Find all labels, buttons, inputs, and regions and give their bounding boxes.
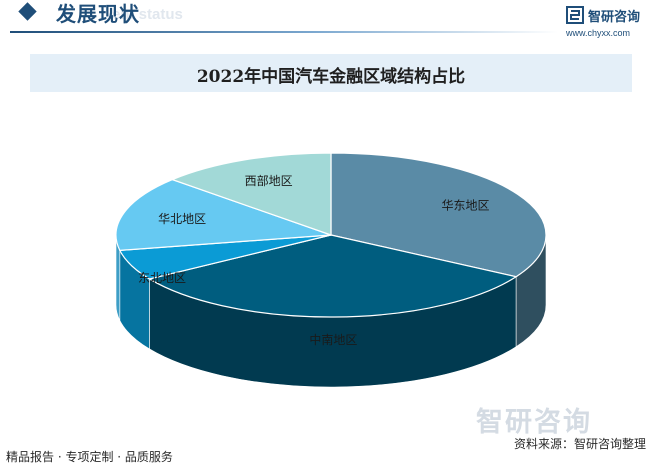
footer-tagline: 精品报告 · 专项定制 · 品质服务	[6, 450, 173, 464]
source-note: 资料来源：智研咨询整理	[514, 437, 647, 451]
pie-sides	[115, 234, 547, 388]
brand-logo: 智研咨询 www.chyxx.com	[566, 4, 656, 40]
pie-label-5: 西部地区	[245, 173, 293, 188]
pie-label-3: 东北地区	[138, 271, 186, 285]
pie-top	[115, 152, 547, 318]
logo-url: www.chyxx.com	[566, 28, 631, 38]
header-ghost-text: ent status	[112, 6, 183, 23]
section-title: 发展现状	[56, 2, 140, 26]
chart-title: 2022年中国汽车金融区域结构占比	[196, 67, 466, 87]
watermark-logo-text: 智研咨询	[476, 407, 592, 438]
pie-label-2: 中南地区	[309, 332, 357, 347]
pie-label-1: 华东地区	[441, 199, 489, 213]
pie-slice-5	[170, 152, 332, 236]
pie-slice-1	[330, 152, 547, 278]
header-divider	[10, 31, 558, 33]
pie-slice-4	[115, 178, 332, 251]
header: ent status 发展现状 智研咨询 www.chyxx.com	[0, 0, 661, 42]
logo-name: 智研咨询	[588, 10, 641, 25]
pie-slice-2	[147, 234, 518, 318]
logo-mark-icon	[566, 6, 584, 24]
chart-title-bar: 2022年中国汽车金融区域结构占比	[30, 54, 632, 92]
pie-label-4: 华北地区	[158, 212, 206, 226]
